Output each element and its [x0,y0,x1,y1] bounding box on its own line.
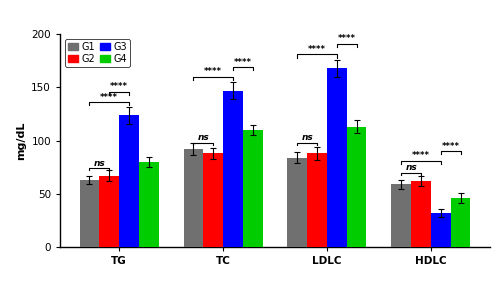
Text: ns: ns [94,159,105,168]
Bar [119,115,139,247]
Text: ****: **** [338,34,355,43]
Text: ns: ns [302,133,313,142]
Text: ****: **** [100,93,118,102]
Text: ns: ns [198,133,209,142]
Bar [307,153,327,247]
Bar [100,176,119,247]
Bar [223,91,243,247]
Bar [204,153,223,247]
Text: ****: **** [204,67,222,76]
Bar [431,213,450,247]
Legend: G1, G2, G3, G4: G1, G2, G3, G4 [65,39,130,67]
Bar [80,180,100,247]
Text: ****: **** [442,142,460,151]
Bar [243,130,262,247]
Bar [327,68,346,247]
Bar [411,181,431,247]
Bar [288,158,307,247]
Bar [392,184,411,247]
Y-axis label: mg/dL: mg/dL [16,121,26,160]
Text: ****: **** [412,151,430,160]
Text: ns: ns [406,163,417,172]
Text: ****: **** [234,58,252,66]
Bar [346,127,366,247]
Bar [184,149,204,247]
Text: ****: **** [110,82,128,91]
Text: ****: **** [308,45,326,54]
Bar [139,162,158,247]
Bar [450,198,470,247]
